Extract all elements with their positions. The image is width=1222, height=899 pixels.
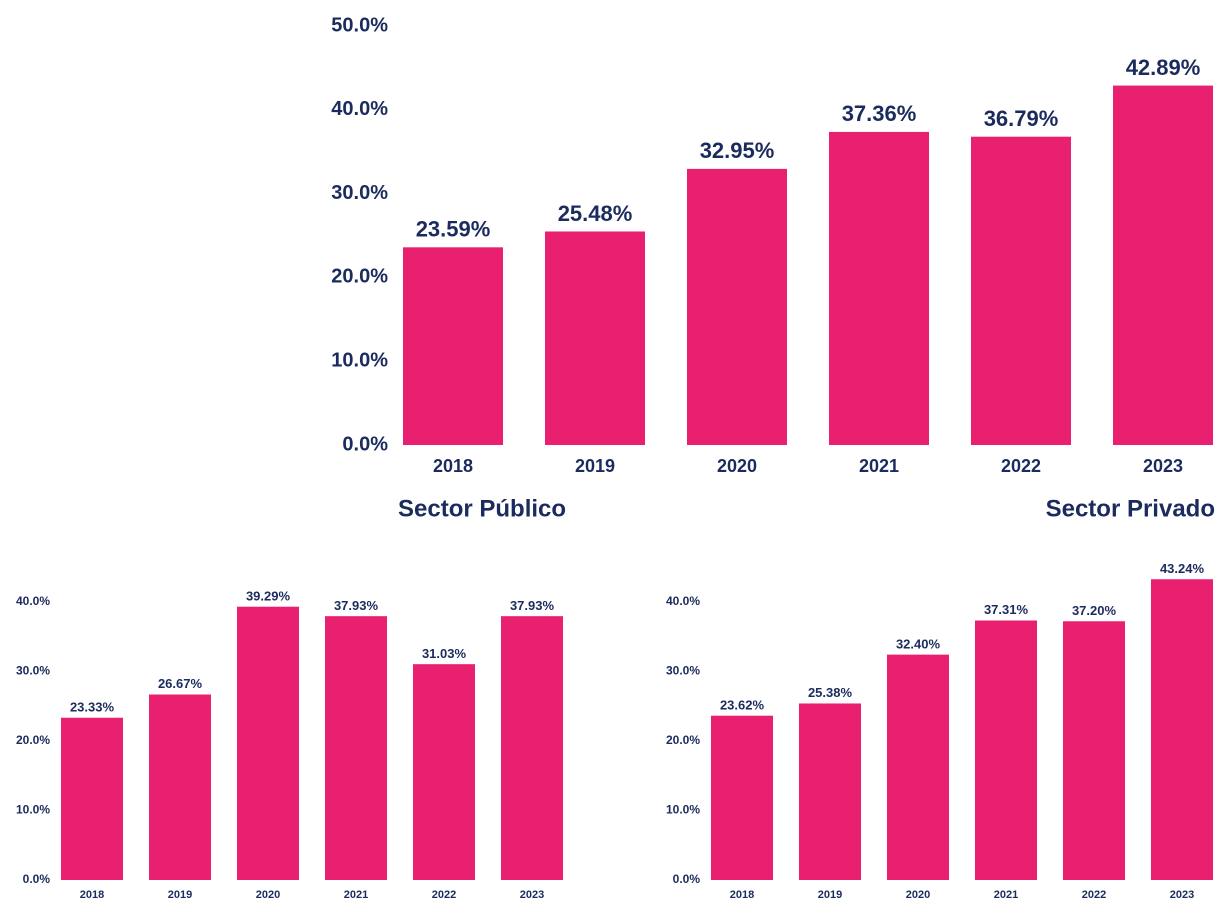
- bar: [403, 247, 503, 445]
- value-label: 39.29%: [246, 588, 291, 603]
- y-tick-label: 40.0%: [16, 594, 50, 608]
- x-tick-label: 2018: [80, 889, 104, 899]
- value-label: 23.33%: [70, 699, 115, 714]
- bar: [971, 136, 1071, 445]
- value-label: 42.89%: [1126, 55, 1201, 80]
- bar: [1151, 579, 1213, 880]
- y-tick-label: 20.0%: [331, 266, 388, 288]
- y-tick-label: 10.0%: [666, 803, 700, 817]
- bar: [545, 231, 645, 445]
- bar: [501, 616, 563, 880]
- y-tick-label: 20.0%: [666, 733, 700, 747]
- y-tick-label: 30.0%: [16, 664, 50, 678]
- value-label: 36.79%: [984, 106, 1059, 131]
- x-tick-label: 2022: [1082, 889, 1106, 899]
- x-tick-label: 2019: [575, 456, 615, 476]
- value-label: 43.24%: [1160, 561, 1205, 576]
- y-tick-label: 20.0%: [16, 733, 50, 747]
- bar: [149, 694, 211, 880]
- y-tick-label: 40.0%: [331, 98, 388, 120]
- value-label: 23.62%: [720, 697, 765, 712]
- y-tick-label: 0.0%: [673, 872, 701, 886]
- x-tick-label: 2023: [520, 889, 544, 899]
- y-tick-label: 10.0%: [16, 803, 50, 817]
- value-label: 23.59%: [416, 217, 491, 242]
- x-tick-label: 2021: [344, 889, 368, 899]
- bar: [237, 606, 299, 880]
- x-tick-label: 2019: [818, 889, 842, 899]
- y-tick-label: 10.0%: [331, 349, 388, 371]
- value-label: 26.67%: [158, 676, 203, 691]
- x-tick-label: 2021: [994, 889, 1018, 899]
- value-label: 37.20%: [1072, 603, 1117, 618]
- y-tick-label: 30.0%: [666, 664, 700, 678]
- bar: [1113, 85, 1213, 446]
- y-tick-label: 0.0%: [342, 433, 388, 455]
- value-label: 32.40%: [896, 636, 941, 651]
- bar: [829, 131, 929, 445]
- bar: [413, 664, 475, 880]
- x-tick-label: 2023: [1143, 456, 1183, 476]
- y-tick-label: 0.0%: [23, 872, 51, 886]
- bar: [687, 168, 787, 445]
- x-tick-label: 2023: [1170, 889, 1194, 899]
- x-tick-label: 2020: [256, 889, 280, 899]
- bar: [887, 654, 949, 880]
- bar: [711, 715, 773, 880]
- y-tick-label: 50.0%: [331, 14, 388, 36]
- x-tick-label: 2020: [906, 889, 930, 899]
- bar: [799, 703, 861, 880]
- value-label: 25.38%: [808, 685, 853, 700]
- x-tick-label: 2021: [859, 456, 899, 476]
- bar: [61, 717, 123, 880]
- chart-title: Sector Público: [398, 495, 566, 522]
- bar: [975, 620, 1037, 880]
- x-tick-label: 2022: [1001, 456, 1041, 476]
- y-tick-label: 30.0%: [331, 182, 388, 204]
- bar: [325, 616, 387, 880]
- x-tick-label: 2018: [433, 456, 473, 476]
- value-label: 32.95%: [700, 138, 775, 163]
- x-tick-label: 2019: [168, 889, 192, 899]
- chart-title: Sector Privado: [1046, 495, 1215, 522]
- value-label: 37.31%: [984, 602, 1029, 617]
- value-label: 31.03%: [422, 646, 467, 661]
- value-label: 37.93%: [334, 598, 379, 613]
- x-tick-label: 2022: [432, 889, 456, 899]
- x-tick-label: 2020: [717, 456, 757, 476]
- y-tick-label: 40.0%: [666, 594, 700, 608]
- value-label: 37.93%: [510, 598, 555, 613]
- bar: [1063, 621, 1125, 880]
- x-tick-label: 2018: [730, 889, 754, 899]
- value-label: 25.48%: [558, 201, 633, 226]
- value-label: 37.36%: [842, 101, 917, 126]
